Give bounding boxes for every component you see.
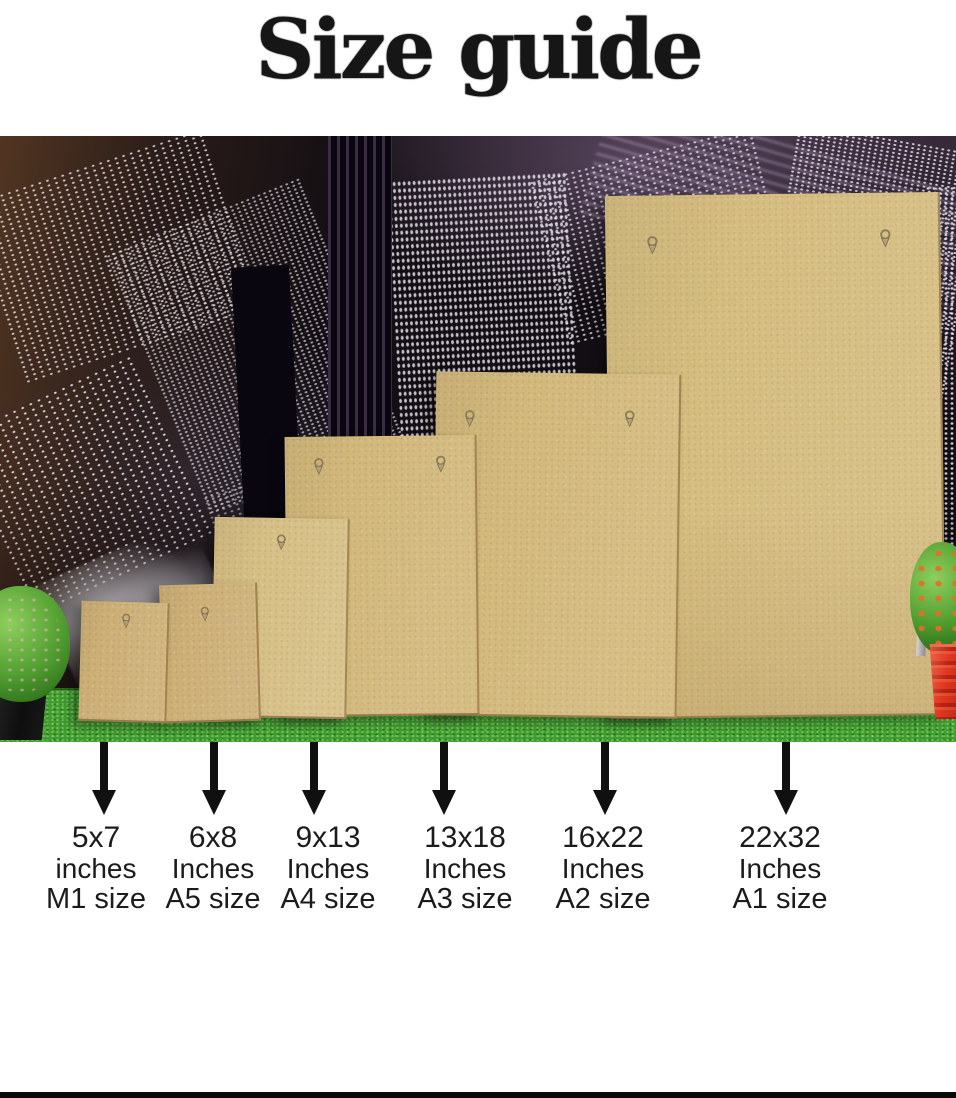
bottom-border-bar [0,1092,956,1098]
size-dimensions: 16x22 [562,821,644,854]
board-a2-16x22 [431,371,682,719]
size-name: A3 size [417,883,513,915]
size-dimensions: 6x8 [188,821,238,854]
size-dimensions: 22x32 [739,821,821,854]
d-ring-hanger-icon [435,455,446,473]
size-label-a4: 9x13 Inches A4 size [243,822,413,915]
down-arrow-icon [774,742,798,816]
board-a5-6x8 [159,582,261,724]
d-ring-hanger-icon [879,229,891,248]
size-label-a3: 13x18 Inches A3 size [380,822,550,915]
d-ring-hanger-icon [200,606,210,622]
size-label-m1: 5x7 inches M1 size [11,822,181,915]
size-name: A1 size [732,883,828,915]
size-unit: Inches [738,853,822,884]
size-unit: Inches [561,853,645,884]
down-arrow-icon [593,742,617,816]
dark-tower-silhouette [328,136,392,476]
size-unit: Inches [423,853,507,884]
size-dimensions: 9x13 [295,821,361,854]
size-label-a2: 16x22 Inches A2 size [518,822,688,915]
board-a3-13x18 [284,435,480,717]
size-label-a1: 22x32 Inches A1 size [695,822,865,915]
size-unit: inches [55,853,137,884]
size-dimensions: 5x7 [71,821,121,854]
size-unit: Inches [286,853,370,884]
d-ring-hanger-icon [314,458,324,475]
down-arrow-icon [432,742,456,816]
product-photo [0,136,956,742]
down-arrow-icon [92,742,116,816]
size-unit: Inches [171,853,255,884]
left-plant-bush [0,586,70,702]
right-plant-pot [929,644,956,719]
page-title: Size guide [255,2,703,98]
size-label-a5: 6x8 Inches A5 size [128,822,298,915]
d-ring-hanger-icon [646,236,658,255]
size-dimensions: 13x18 [424,821,506,854]
right-plant-bush [910,542,956,654]
size-name: A4 size [280,883,376,915]
size-name: M1 size [46,883,146,915]
d-ring-hanger-icon [121,613,131,629]
board-a4-9x13 [211,516,350,720]
size-name: A5 size [165,883,261,915]
down-arrow-icon [302,742,326,816]
size-name: A2 size [555,883,651,915]
down-arrow-icon [202,742,226,816]
board-a1-22x32 [604,191,947,720]
board-m1-5x7 [78,600,170,724]
d-ring-hanger-icon [276,534,286,551]
d-ring-hanger-icon [465,410,475,428]
d-ring-hanger-icon [625,410,635,428]
